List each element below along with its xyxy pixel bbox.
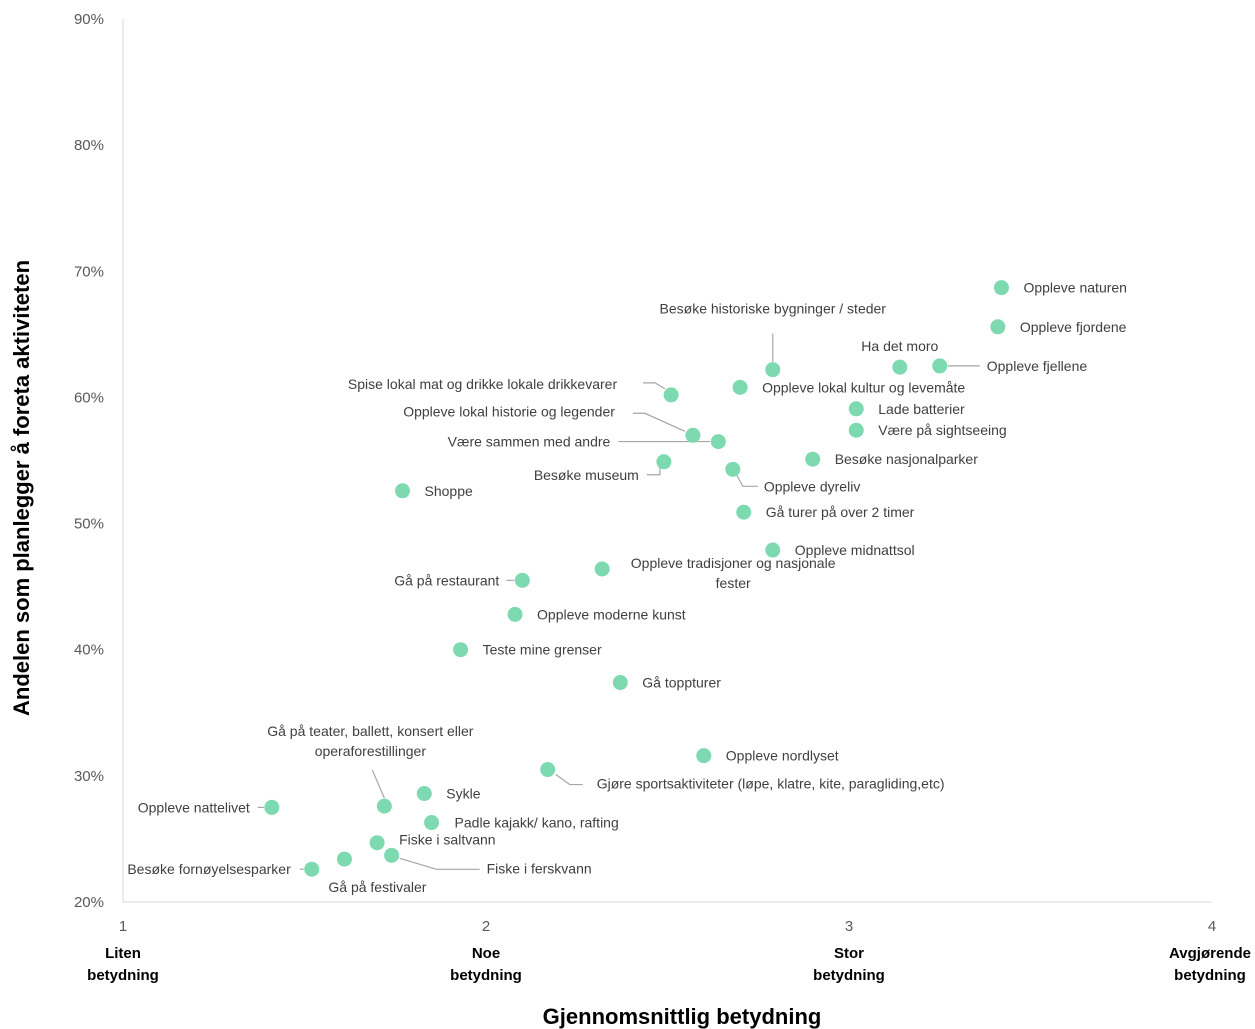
data-point: [376, 798, 392, 814]
point-label: Fiske i ferskvann: [487, 860, 592, 876]
point-label: Oppleve lokal kultur og levemåte: [762, 379, 965, 395]
x-category-label: betydning: [450, 967, 522, 984]
data-point: [336, 851, 352, 867]
x-tick-label: 3: [845, 918, 853, 935]
y-tick-label: 60%: [74, 389, 104, 406]
data-point: [732, 379, 748, 395]
point-label: Gå toppturer: [642, 675, 721, 691]
data-point: [424, 815, 440, 831]
x-category-label: Avgjørende: [1169, 945, 1251, 962]
point-label: Gå på restaurant: [394, 572, 499, 588]
leader-line: [632, 412, 686, 432]
data-point: [612, 675, 628, 691]
data-point: [685, 427, 701, 443]
data-point: [696, 748, 712, 764]
point-label: Oppleve naturen: [1023, 280, 1127, 296]
data-point: [932, 358, 948, 374]
point-label: Være sammen med andre: [448, 434, 611, 450]
data-point: [765, 362, 781, 378]
point-label: Ha det moro: [861, 338, 938, 354]
data-point: [656, 454, 672, 470]
point-label: Oppleve midnattsol: [795, 542, 915, 558]
point-label: Gå på festivaler: [328, 879, 426, 895]
point-label: Besøke fornøyelsesparker: [127, 861, 291, 877]
point-labels: Oppleve naturen Oppleve fjordene Oppleve f…: [127, 280, 1127, 895]
y-tick-label: 70%: [74, 263, 104, 280]
point-label: Shoppe: [425, 483, 473, 499]
x-tick-label: 1: [119, 918, 127, 935]
point-label: Oppleve fjordene: [1020, 319, 1127, 335]
leader-line: [736, 475, 758, 487]
data-point: [264, 799, 280, 815]
data-point: [892, 359, 908, 375]
point-label: Sykle: [446, 786, 480, 802]
y-tick-label: 20%: [74, 894, 104, 911]
y-tick-label: 40%: [74, 642, 104, 659]
y-axis-title: Andelen som planlegger å foreta aktivite…: [9, 260, 34, 716]
point-label: Gjøre sportsaktiviteter (løpe, klatre, k…: [597, 776, 945, 792]
point-label: Være på sightseeing: [878, 422, 1006, 438]
point-label: Oppleve tradisjoner og nasjonale fester: [631, 555, 836, 591]
y-tick-label: 30%: [74, 768, 104, 785]
point-label: Oppleve nattelivet: [138, 799, 250, 815]
data-point: [304, 861, 320, 877]
point-label: Teste mine grenser: [483, 642, 602, 658]
data-point: [736, 504, 752, 520]
data-point: [805, 451, 821, 467]
data-point: [540, 762, 556, 778]
x-category-label: betydning: [813, 967, 885, 984]
data-point: [369, 835, 385, 851]
point-label: Besøke nasjonalparker: [835, 451, 979, 467]
point-label: Oppleve nordlyset: [726, 748, 839, 764]
x-category-label: betydning: [87, 967, 159, 984]
point-label: Oppleve dyreliv: [764, 478, 861, 494]
data-point: [848, 401, 864, 417]
y-tick-label: 80%: [74, 137, 104, 154]
point-label: Gå turer på over 2 timer: [766, 504, 915, 520]
x-category-label: Noe: [472, 945, 500, 962]
data-point: [395, 483, 411, 499]
point-label: Oppleve fjellene: [987, 358, 1088, 374]
data-point: [416, 786, 432, 802]
x-category-label: Liten: [105, 945, 141, 962]
leader-line: [399, 857, 480, 870]
x-category-label: betydning: [1174, 967, 1246, 984]
x-tick-label: 4: [1208, 918, 1216, 935]
data-point: [710, 434, 726, 450]
data-point: [384, 847, 400, 863]
point-label: Lade batterier: [878, 401, 965, 417]
leader-line: [555, 774, 583, 786]
point-label: Gå på teater, ballett, konsert eller oper…: [267, 723, 474, 759]
data-point: [993, 280, 1009, 296]
leader-line: [371, 769, 385, 799]
y-tick-label: 50%: [74, 516, 104, 533]
x-category-label: Stor: [834, 945, 864, 962]
data-point: [594, 561, 610, 577]
data-point: [663, 387, 679, 403]
data-point: [507, 606, 523, 622]
y-tick-label: 90%: [74, 11, 104, 28]
x-axis-title: Gjennomsnittlig betydning: [543, 1004, 822, 1029]
point-label: Besøke historiske bygninger / steder: [660, 301, 887, 317]
point-label: Fiske i saltvann: [399, 832, 495, 848]
point-label: Oppleve moderne kunst: [537, 606, 686, 622]
point-label: Oppleve lokal historie og legender: [403, 403, 615, 419]
point-label: Besøke museum: [534, 467, 639, 483]
points: [264, 280, 1009, 877]
axes: 20% 30% 40% 50% 60% 70% 80% 90% 1 2 3 4 Liten betydni…: [74, 11, 1251, 984]
data-point: [765, 542, 781, 558]
data-point: [514, 572, 530, 588]
data-point: [453, 642, 469, 658]
x-tick-label: 2: [482, 918, 490, 935]
data-point: [848, 422, 864, 438]
data-point: [990, 319, 1006, 335]
leader-line: [646, 467, 661, 476]
point-label: Padle kajakk/ kano, rafting: [455, 815, 619, 831]
point-label: Spise lokal mat og drikke lokale drikkev…: [348, 376, 618, 392]
data-point: [725, 461, 741, 477]
leader-line: [643, 382, 666, 390]
